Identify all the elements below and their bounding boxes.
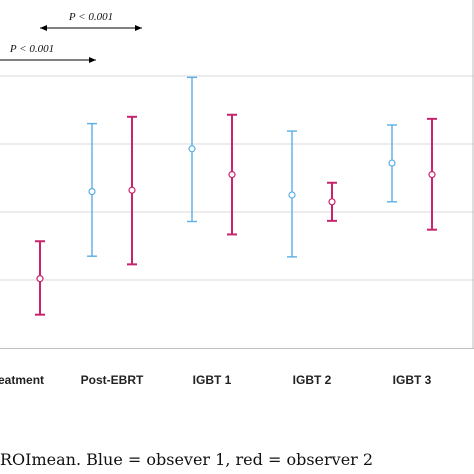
- x-tick-label: IGBT 3: [393, 373, 432, 387]
- x-tick-label: eatment: [0, 373, 44, 387]
- plot-frame: [0, 0, 474, 349]
- mean-marker: [388, 159, 396, 167]
- significance-annotations: P < 0.001 P < 0.001: [0, 11, 142, 63]
- mean-marker: [328, 198, 336, 206]
- mean-marker: [88, 188, 96, 196]
- mean-marker: [128, 186, 136, 194]
- figure-caption: ROImean. Blue = obsever 1, red = observe…: [0, 450, 374, 469]
- x-tick-label: IGBT 1: [193, 373, 232, 387]
- annotation-arrowhead: [135, 25, 142, 31]
- x-tick-label: Post-EBRT: [81, 373, 144, 387]
- mean-marker: [228, 171, 236, 179]
- x-tick-label: IGBT 2: [293, 373, 332, 387]
- mean-marker: [188, 145, 196, 153]
- annotation-label: P < 0.001: [68, 11, 113, 23]
- mean-marker: [428, 171, 436, 179]
- mean-marker: [288, 191, 296, 199]
- mean-marker: [36, 275, 44, 283]
- x-axis-tick-labels: eatment Post-EBRT IGBT 1 IGBT 2 IGBT 3: [0, 373, 432, 387]
- annotation-arrowhead: [89, 57, 96, 63]
- gridlines: [0, 75, 474, 281]
- annotation-label: P < 0.001: [9, 43, 54, 55]
- error-bars: [35, 76, 437, 316]
- annotation-arrowhead: [40, 25, 47, 31]
